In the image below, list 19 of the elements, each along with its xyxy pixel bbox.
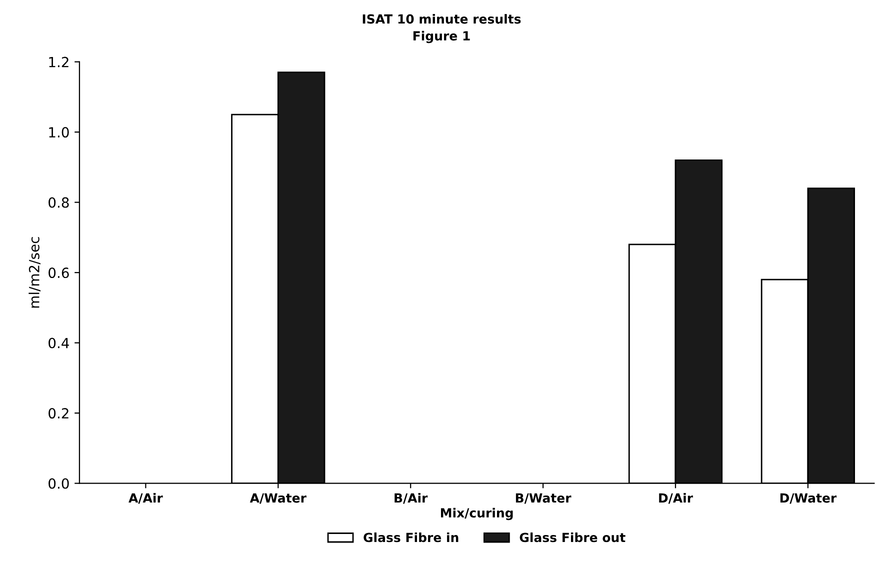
x-tick-label: A/Air bbox=[128, 493, 163, 504]
legend-label: Glass Fibre out bbox=[520, 532, 626, 542]
y-axis-title: ml/m2/sec bbox=[28, 237, 41, 308]
x-tick-label: A/Water bbox=[250, 493, 306, 504]
x-tick-label: D/Water bbox=[780, 493, 837, 504]
y-tick-label: 0.6 bbox=[48, 268, 69, 278]
y-tick-label: 1.0 bbox=[49, 127, 69, 138]
y-tick-label: 0.0 bbox=[48, 478, 69, 489]
x-tick-label: B/Air bbox=[394, 493, 428, 504]
x-axis-title: Mix/curing bbox=[440, 508, 513, 520]
y-tick-label: 1.2 bbox=[49, 56, 68, 68]
chart-subtitle: Figure 1 bbox=[413, 30, 470, 44]
y-tick-label: 0.2 bbox=[48, 408, 68, 419]
x-tick-label: D/Air bbox=[659, 493, 693, 504]
chart-title: ISAT 10 minute results bbox=[362, 14, 521, 24]
x-tick-label: B/Water bbox=[516, 493, 572, 504]
y-tick-label: 0.8 bbox=[48, 197, 69, 208]
legend-label: Glass Fibre in bbox=[364, 532, 458, 542]
y-tick-label: 0.4 bbox=[48, 338, 69, 348]
